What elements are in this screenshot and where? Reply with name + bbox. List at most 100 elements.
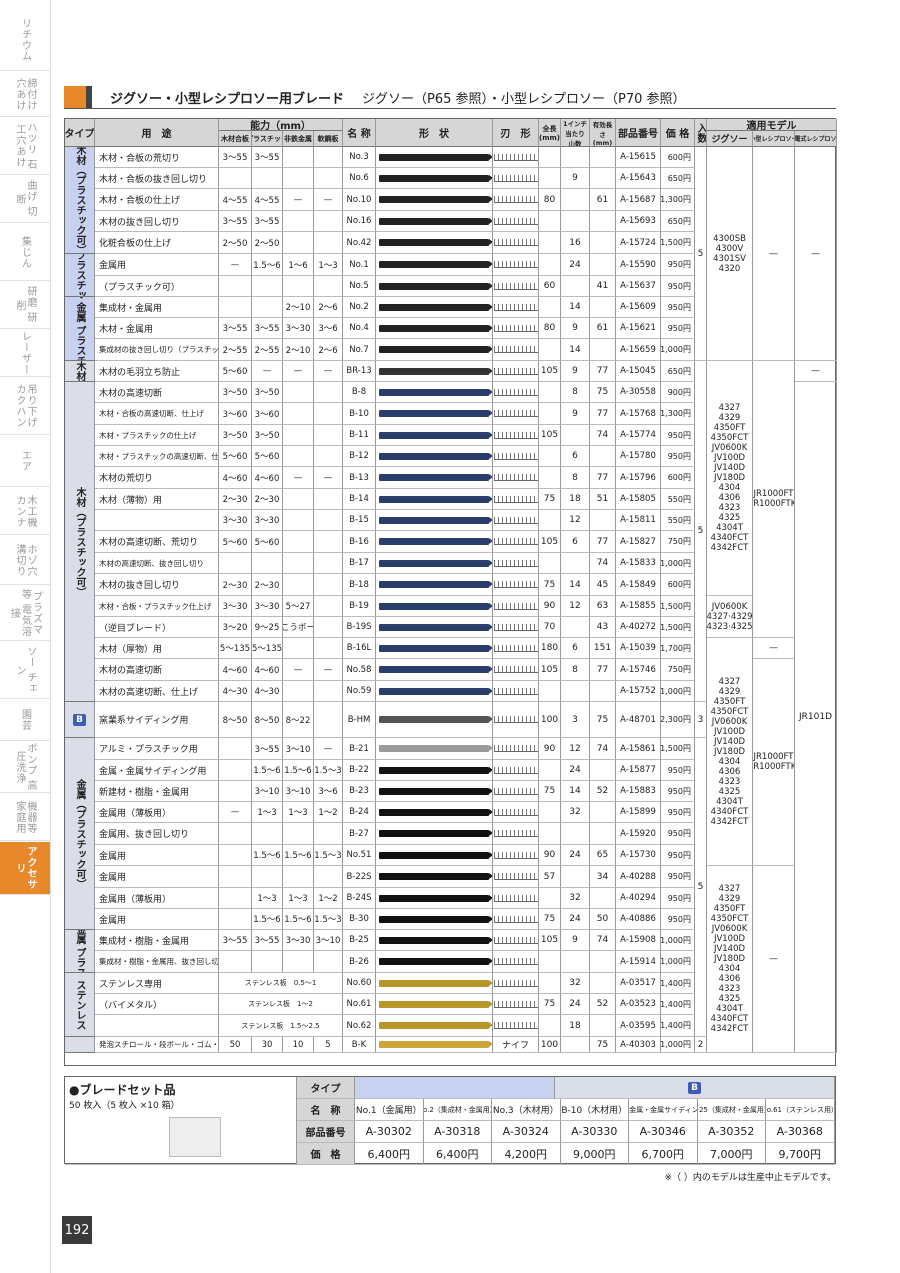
row-tooth-form xyxy=(493,866,539,888)
row-use: 集成材の抜き回し切り（プラスチック可） xyxy=(95,339,219,361)
blade-image xyxy=(379,217,492,225)
row-blade-shape xyxy=(376,930,493,951)
row-tooth-form xyxy=(493,659,539,681)
row-use: 木材・合板の仕上げ xyxy=(95,189,219,211)
row-capacity xyxy=(314,531,343,553)
row-capacity: 1〜2 xyxy=(314,802,343,823)
type-section xyxy=(65,1037,95,1053)
sidebar-item[interactable]: 集じん xyxy=(0,224,50,281)
sidebar-item[interactable]: 園芸 xyxy=(0,700,50,741)
row-capacity: 5〜135 xyxy=(252,638,283,659)
row-price: 1,500円 xyxy=(661,617,695,638)
row-blade-shape xyxy=(376,702,493,738)
row-eff: 43 xyxy=(590,617,616,638)
row-length xyxy=(539,951,561,973)
tooth-icon xyxy=(493,716,538,723)
col-header-eff: 有効長さ (mm) xyxy=(590,119,616,147)
model-list-recip-a: JR1000FT JR1000FTK xyxy=(753,361,795,638)
sidebar-item[interactable]: 研磨 研削 xyxy=(0,282,50,329)
row-length xyxy=(539,254,561,276)
row-capacity xyxy=(314,617,343,638)
sidebar-item[interactable]: リチウム xyxy=(0,10,50,71)
set-item-part: A-30346 xyxy=(629,1121,698,1143)
row-eff xyxy=(590,802,616,823)
row-length: 105 xyxy=(539,361,561,382)
row-tpi: 12 xyxy=(561,510,590,531)
tooth-icon xyxy=(493,581,538,588)
row-tpi xyxy=(561,553,590,574)
row-price: 950円 xyxy=(661,845,695,866)
row-capacity: 4〜60 xyxy=(219,467,252,489)
row-capacity: 1〜3 xyxy=(252,802,283,823)
row-capacity: 3〜55 xyxy=(219,318,252,339)
row-part-number: A-40303 xyxy=(616,1037,661,1053)
row-length: 75 xyxy=(539,781,561,802)
sidebar-item[interactable]: アクセサリ xyxy=(0,842,50,895)
sidebar-item[interactable]: プラズマ等 電気溶接 xyxy=(0,586,50,641)
tooth-icon xyxy=(493,894,538,902)
row-price: 600円 xyxy=(661,467,695,489)
row-part-number: A-40272 xyxy=(616,617,661,638)
row-price: 950円 xyxy=(661,781,695,802)
model-dash: — xyxy=(753,638,795,659)
row-eff: 75 xyxy=(590,702,616,738)
blade-image xyxy=(379,666,492,673)
blade-image xyxy=(379,623,492,631)
blade-image xyxy=(379,581,492,588)
row-blade-shape xyxy=(376,802,493,823)
row-part-number: A-15780 xyxy=(616,446,661,467)
sidebar-item[interactable]: ホゾ穴 溝切り xyxy=(0,536,50,585)
row-tpi xyxy=(561,951,590,973)
model-dash: — xyxy=(795,147,837,361)
row-blade-shape xyxy=(376,168,493,189)
row-length xyxy=(539,823,561,845)
row-tpi: 3 xyxy=(561,702,590,738)
sidebar-item[interactable]: 木工機 カンナ xyxy=(0,488,50,535)
row-tooth-form xyxy=(493,738,539,760)
row-part-number: A-40294 xyxy=(616,888,661,909)
sidebar-item[interactable]: 曲げ 切断 xyxy=(0,176,50,223)
sidebar-item[interactable]: 吊り下げ カクハン xyxy=(0,378,50,435)
blade-image xyxy=(379,495,492,503)
row-price: 1,000円 xyxy=(661,681,695,702)
row-part-number: A-15920 xyxy=(616,823,661,845)
row-blade-shape xyxy=(376,866,493,888)
row-capacity xyxy=(252,276,283,297)
row-capacity xyxy=(314,425,343,446)
sidebar-item[interactable]: 機器等 家庭用 xyxy=(0,794,50,841)
sidebar-item[interactable]: ポンプ 高圧洗浄 xyxy=(0,742,50,793)
sidebar-item[interactable]: 締付け 穴あけ xyxy=(0,72,50,117)
row-name: B-22S xyxy=(343,866,376,888)
row-capacity: 4〜30 xyxy=(219,681,252,702)
sidebar-item[interactable]: ハツリ 石工穴あけ xyxy=(0,118,50,175)
row-eff xyxy=(590,211,616,232)
row-capacity: 2〜30 xyxy=(219,489,252,510)
row-blade-shape xyxy=(376,973,493,994)
row-blade-shape xyxy=(376,425,493,446)
row-use: 金属用 xyxy=(95,254,219,276)
blade-image xyxy=(379,830,492,837)
row-capacity: 1.5〜6 xyxy=(283,760,314,781)
row-use: 木材の高速切断、荒切り xyxy=(95,531,219,553)
cap-subheader: 軟鋼板 xyxy=(314,131,343,147)
row-part-number: A-15774 xyxy=(616,425,661,446)
sidebar-item[interactable]: エア xyxy=(0,436,50,487)
tooth-icon xyxy=(493,808,538,816)
sidebar-item[interactable]: レーザー xyxy=(0,330,50,377)
row-name: B-19 xyxy=(343,596,376,617)
row-part-number: A-15855 xyxy=(616,596,661,617)
row-tpi xyxy=(561,823,590,845)
row-name: B-K xyxy=(343,1037,376,1053)
row-blade-shape xyxy=(376,1037,493,1053)
row-eff: 52 xyxy=(590,781,616,802)
sidebar-item[interactable]: ソー チェン xyxy=(0,642,50,699)
category-sidebar: リチウム 締付け 穴あけ ハツリ 石工穴あけ 曲げ 切断 集じん 研磨 研削 レーザー 吊り下… xyxy=(0,0,51,1273)
row-name: B-16L xyxy=(343,638,376,659)
row-length: 80 xyxy=(539,189,561,211)
row-length: 80 xyxy=(539,318,561,339)
tooth-icon xyxy=(493,936,538,944)
row-capacity xyxy=(314,596,343,617)
row-capacity: 3〜30 xyxy=(283,930,314,951)
row-capacity: 3〜30 xyxy=(219,510,252,531)
row-blade-shape xyxy=(376,361,493,382)
